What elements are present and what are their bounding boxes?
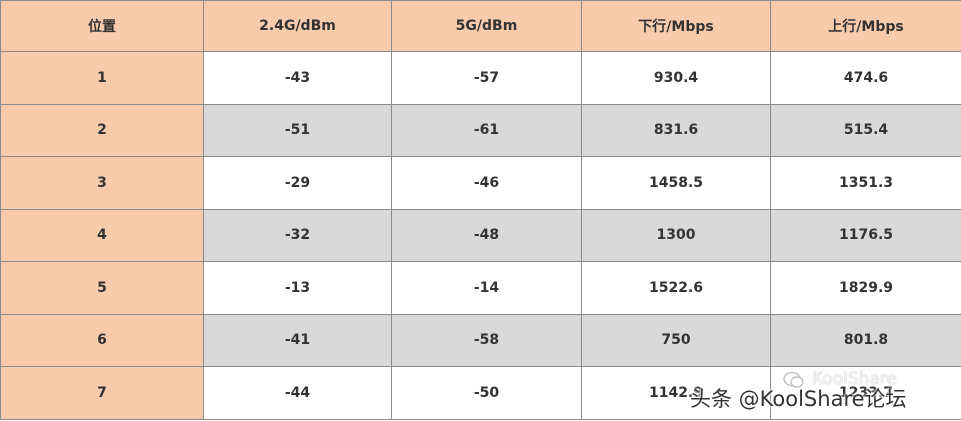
header-cell: 下行/Mbps [581,0,771,52]
table-body: 1 -43 -57 930.4 474.6 2 -51 -61 831.6 515.4 3 -29 -4… [0,51,961,420]
table-cell: 1233.7 [770,366,961,420]
table-cell: -13 [203,261,392,315]
table-cell: 930.4 [581,51,771,105]
header-cell: 2.4G/dBm [203,0,392,52]
table-cell: -43 [203,51,392,105]
header-cell: 位置 [0,0,204,52]
table-cell: -32 [203,208,392,262]
table-cell: 1176.5 [770,208,961,262]
table-cell: -46 [391,156,582,210]
header-cell: 上行/Mbps [770,0,961,52]
table-cell: -50 [391,366,582,420]
table-row: 3 -29 -46 1458.5 1351.3 [0,156,961,210]
table-cell: 515.4 [770,103,961,157]
table-cell: 3 [0,156,204,210]
table-cell: 5 [0,261,204,315]
table-cell: 1300 [581,208,771,262]
header-row: 位置 2.4G/dBm 5G/dBm 下行/Mbps 上行/Mbps [0,0,961,52]
table-cell: -14 [391,261,582,315]
table-cell: -51 [203,103,392,157]
table-row: 4 -32 -48 1300 1176.5 [0,208,961,262]
header-cell: 5G/dBm [391,0,582,52]
table-cell: 2 [0,103,204,157]
table-row: 6 -41 -58 750 801.8 [0,313,961,367]
table-cell: 474.6 [770,51,961,105]
table-cell: -58 [391,313,582,367]
table-cell: 7 [0,366,204,420]
table-row: 2 -51 -61 831.6 515.4 [0,103,961,157]
table-cell: 1829.9 [770,261,961,315]
table-cell: 750 [581,313,771,367]
table-cell: 4 [0,208,204,262]
table-cell: 1458.5 [581,156,771,210]
table-row: 7 -44 -50 1142.9 1233.7 [0,366,961,420]
table-cell: -61 [391,103,582,157]
table-row: 5 -13 -14 1522.6 1829.9 [0,261,961,315]
watermark: 头条 @KoolShare论坛 [690,387,907,411]
table-cell: -29 [203,156,392,210]
table-cell: 6 [0,313,204,367]
table-cell: 831.6 [581,103,771,157]
table-cell: 801.8 [770,313,961,367]
table-cell: 1142.9 [581,366,771,420]
table-cell: -41 [203,313,392,367]
table-row: 1 -43 -57 930.4 474.6 [0,51,961,105]
table-cell: 1522.6 [581,261,771,315]
table-cell: -44 [203,366,392,420]
table-cell: -57 [391,51,582,105]
watermark-faint: KoolShare [812,369,897,389]
table-cell: 1351.3 [770,156,961,210]
table-cell: -48 [391,208,582,262]
table-cell: 1 [0,51,204,105]
wechat-icon [783,371,804,388]
